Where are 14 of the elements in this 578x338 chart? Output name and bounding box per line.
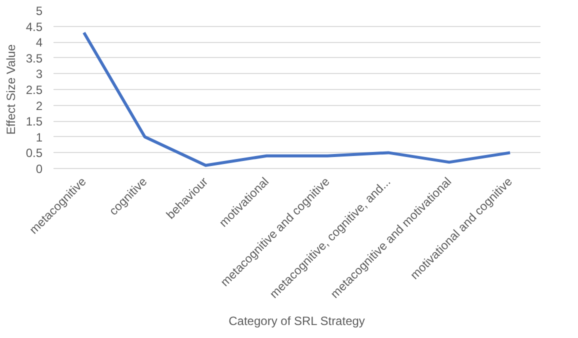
- y-tick-label: 1.5: [26, 114, 43, 129]
- y-tick-label: 1: [36, 130, 43, 144]
- y-tick-label: 4: [36, 36, 43, 50]
- y-axis-title: Effect Size Value: [4, 44, 18, 135]
- y-tick-label: 0: [36, 162, 43, 176]
- y-tick-label: 3: [36, 67, 43, 82]
- x-axis-title: Category of SRL Strategy: [228, 314, 365, 328]
- y-tick-label: 3.5: [26, 51, 43, 66]
- y-tick-label: 5: [36, 4, 43, 18]
- y-tick-label: 2.5: [26, 83, 43, 97]
- y-tick-label: 4.5: [26, 20, 43, 34]
- y-tick-label: 2: [36, 98, 43, 113]
- line-series: [82, 31, 512, 167]
- y-tick-label: 0.5: [26, 146, 43, 160]
